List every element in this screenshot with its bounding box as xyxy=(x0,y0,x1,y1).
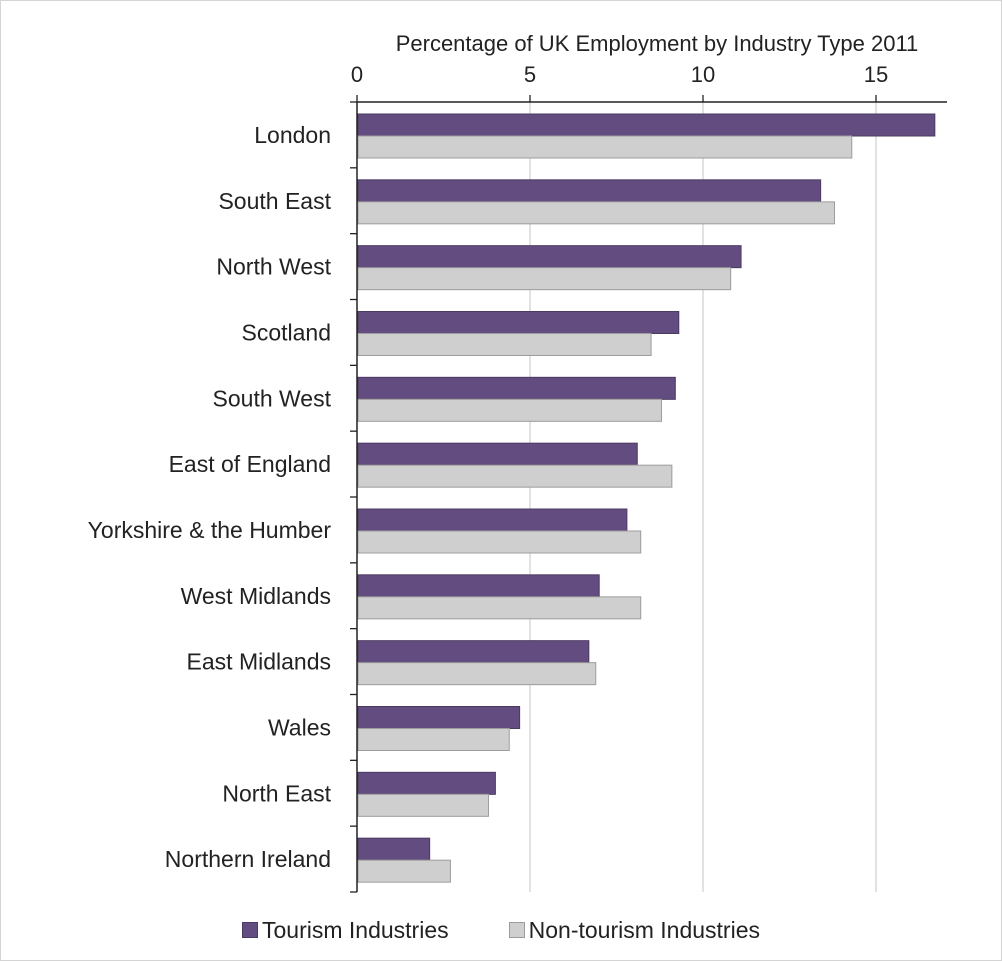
bar-non-tourism-1 xyxy=(357,201,835,225)
category-label-10: North East xyxy=(222,780,331,806)
bar-tourism-0 xyxy=(357,113,936,137)
bar-non-tourism-7 xyxy=(357,596,642,620)
x-tick-label-10: 10 xyxy=(691,62,715,87)
category-label-3: Scotland xyxy=(241,320,331,346)
bar-tourism-9 xyxy=(357,706,521,729)
bar-non-tourism-6 xyxy=(357,530,642,554)
category-label-8: East Midlands xyxy=(187,649,331,675)
x-tick-label-0: 0 xyxy=(351,62,363,87)
category-label-9: Wales xyxy=(268,715,331,741)
bar-tourism-7 xyxy=(357,574,600,598)
gridlines xyxy=(529,102,877,892)
category-label-11: Northern Ireland xyxy=(165,846,331,872)
legend-label-non-tourism: Non-tourism Industries xyxy=(528,916,760,943)
category-label-5: East of England xyxy=(169,451,331,477)
bar-tourism-5 xyxy=(357,442,638,466)
axes xyxy=(350,95,947,893)
legend-swatch-tourism xyxy=(242,922,258,938)
category-labels: London South East North West Scotland South … xyxy=(88,122,332,872)
bar-tourism-8 xyxy=(357,640,590,664)
bar-non-tourism-0 xyxy=(357,135,853,159)
bar-non-tourism-4 xyxy=(357,398,662,422)
bar-non-tourism-11 xyxy=(357,859,451,883)
chart-title: Percentage of UK Employment by Industry … xyxy=(396,31,919,56)
legend: Tourism Industries Non-tourism Industrie… xyxy=(0,912,1002,948)
bar-tourism-4 xyxy=(357,376,676,400)
bars xyxy=(357,113,936,883)
bar-tourism-3 xyxy=(357,311,680,334)
x-tick-label-5: 5 xyxy=(524,62,536,87)
x-tick-label-15: 15 xyxy=(864,62,888,87)
bar-non-tourism-9 xyxy=(357,728,510,751)
category-label-6: Yorkshire & the Humber xyxy=(88,517,332,543)
legend-label-tourism: Tourism Industries xyxy=(262,916,449,943)
bar-tourism-2 xyxy=(357,245,742,269)
tick-labels: 0 5 10 15 xyxy=(351,62,888,87)
bar-tourism-11 xyxy=(357,837,431,861)
legend-item-non-tourism: Non-tourism Industries xyxy=(508,916,760,944)
bar-non-tourism-2 xyxy=(357,267,732,291)
category-label-0: London xyxy=(254,122,331,148)
category-label-7: West Midlands xyxy=(181,583,331,609)
category-label-4: South West xyxy=(213,385,332,411)
bar-non-tourism-10 xyxy=(357,793,489,817)
category-label-1: South East xyxy=(218,188,331,214)
bar-non-tourism-3 xyxy=(357,333,652,356)
bar-tourism-6 xyxy=(357,508,628,532)
legend-item-tourism: Tourism Industries xyxy=(242,917,449,944)
legend-swatch-non-tourism xyxy=(508,922,525,938)
bar-tourism-10 xyxy=(357,771,496,795)
category-label-2: North West xyxy=(216,254,331,280)
bar-non-tourism-5 xyxy=(357,464,673,488)
bar-tourism-1 xyxy=(357,179,822,203)
bar-non-tourism-8 xyxy=(357,662,597,686)
